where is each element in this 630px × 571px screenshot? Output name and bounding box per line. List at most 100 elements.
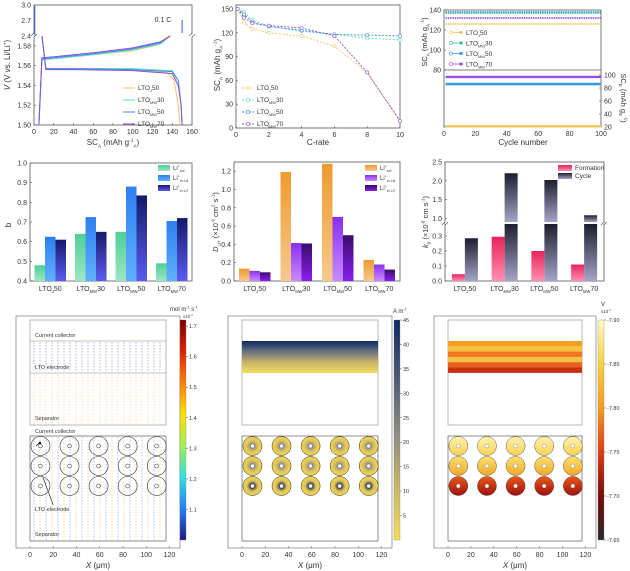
bar-Li-in-Li7-0 <box>260 272 271 281</box>
legend-marker-filled <box>459 41 463 45</box>
legend-marker-hollow <box>449 30 453 35</box>
y-tick-label: 120 <box>429 28 441 35</box>
legend-marker-filled <box>459 51 463 56</box>
x-tick-label: 80 <box>331 552 339 559</box>
legend-swatch <box>558 165 572 171</box>
lto-particle <box>59 476 80 496</box>
bar-cycle-upper <box>584 215 598 222</box>
bar-Li-sol-1 <box>280 172 291 281</box>
x-tick-label: 20 <box>467 552 475 559</box>
colorbar-tick-label: 35 <box>403 367 409 373</box>
legend-label: LTOMW30 <box>257 97 284 105</box>
y-tick-label: 1.5 <box>432 197 442 204</box>
y-tick-label: 90 <box>225 54 233 61</box>
label-lto-electrode-bottom: LTO electrode <box>35 507 69 513</box>
category-label: LTOMW30 <box>491 286 519 294</box>
bar-Li-sol-1 <box>75 233 86 281</box>
bar-Li-sol-0 <box>239 268 250 281</box>
bar-Li-sol-0 <box>34 265 45 281</box>
y-tick-label: 0.8 <box>221 205 231 212</box>
label-separator: Separator <box>35 416 59 422</box>
bar-Li-sol-3 <box>363 259 374 281</box>
legend-marker-hollow <box>449 51 453 56</box>
legend-marker <box>246 110 250 114</box>
colorbar-tick-label: 5 <box>403 514 406 520</box>
bar-Li-in-Li4-2 <box>332 216 343 281</box>
legend-marker-filled <box>459 30 463 35</box>
legend-label: LTOMW50 <box>257 109 284 117</box>
category-label: LTOMW50 <box>530 286 558 294</box>
label-current-collector: Current collector <box>35 333 76 339</box>
category-label: LTOMW50 <box>117 286 145 294</box>
lto-particle <box>146 436 167 456</box>
x-axis-label: C-rate <box>307 138 330 147</box>
particle-core <box>484 483 490 489</box>
y-tick-label: 1.54 <box>17 83 31 90</box>
data-point <box>365 33 370 38</box>
x-axis-label: X (μm) <box>85 561 111 570</box>
colorbar-tick-label: -7.85 <box>607 362 620 368</box>
y-tick-label: 1.0 <box>17 161 27 168</box>
legend-marker <box>246 98 250 102</box>
legend-label: LTOMW70 <box>138 121 165 129</box>
bar-Li-sol-2 <box>322 163 333 281</box>
legend-label: Li+in Li7 <box>380 184 395 193</box>
y-tick-label: 0.4 <box>221 242 231 249</box>
legend-swatch <box>365 165 377 171</box>
plot-frame <box>235 4 401 129</box>
bar-Li-in-Li7-3 <box>384 269 395 281</box>
x-tick-label: 40 <box>73 552 81 559</box>
x-tick-label: 120 <box>376 552 388 559</box>
particle-core <box>154 483 159 489</box>
x-tick-label: 10 <box>396 132 404 139</box>
particle-core <box>38 483 43 489</box>
particle-core <box>154 463 159 469</box>
y-tick-label: 0.6 <box>17 239 27 246</box>
legend-label: LTOMW30 <box>138 97 165 105</box>
y-axis-label: SCA (mAh gA-1) <box>212 38 224 91</box>
x-tick-label: 60 <box>96 552 104 559</box>
x-tick-label: 0 <box>442 131 446 138</box>
series-line-LTO_MW70 <box>237 8 401 122</box>
y-tick-label: 0.7 <box>17 220 27 227</box>
legend-label: Li+in Li4 <box>380 174 395 183</box>
y-tick-label: 140 <box>429 8 441 15</box>
colorbar-unit: V <box>601 302 605 308</box>
bar-Li-in-Li4-1 <box>291 243 302 281</box>
y-axis-label-right: SCE (mAh gE-1) <box>618 73 629 123</box>
lto-particle <box>146 456 167 476</box>
colorbar-tick-label: -7.70 <box>607 494 620 500</box>
legend-label: LTOJ50 <box>257 85 279 93</box>
colorbar-tick-label: -7.75 <box>607 450 620 456</box>
x-tick-label: 20 <box>261 552 269 559</box>
plot-frame <box>444 161 605 282</box>
y-tick-label: 30 <box>225 102 233 109</box>
colorbar-unit: A m-2 <box>393 307 407 315</box>
lto-particle <box>30 436 51 456</box>
bar-Li-in-Li4-3 <box>166 221 177 281</box>
y-tick-label: 1.0 <box>221 187 231 194</box>
bar-cycle-lower <box>584 224 598 281</box>
bar-Li-in-Li7-3 <box>177 218 188 281</box>
colorbar-tick-label: 15 <box>403 465 409 471</box>
lto-particle <box>117 456 138 476</box>
particle-core <box>570 443 575 449</box>
data-point <box>242 15 247 20</box>
x-tick-label: 80 <box>119 552 127 559</box>
x-tick-label: 80 <box>566 131 574 138</box>
potential-map: 0 20 40 60 80 100 120 X (μm) -7.65 -7.70 -7.75 -7.8… <box>433 302 620 570</box>
current-density-map: 0 20 40 60 80 100 120 X (μm) 5 10 15 20 25 30 35 40 45 A … <box>227 307 409 570</box>
y-tick-label: 0.2 <box>432 249 442 256</box>
x-tick-label: 100 <box>140 552 152 559</box>
y-axis-label: DLi+ (×10-9 cm2 s-1) <box>211 192 222 252</box>
x-tick-label: 140 <box>166 129 178 136</box>
particle-core <box>570 483 575 489</box>
x-tick-label: 120 <box>147 129 159 136</box>
axis-break-gap <box>189 34 195 37</box>
particle-core <box>67 443 72 449</box>
x-tick-label: 40 <box>503 131 511 138</box>
legend-label: LTOJ50 <box>466 30 488 38</box>
category-label: LTOMW30 <box>282 286 310 294</box>
x-tick-label: 0 <box>28 552 32 559</box>
particle-core <box>337 443 342 449</box>
